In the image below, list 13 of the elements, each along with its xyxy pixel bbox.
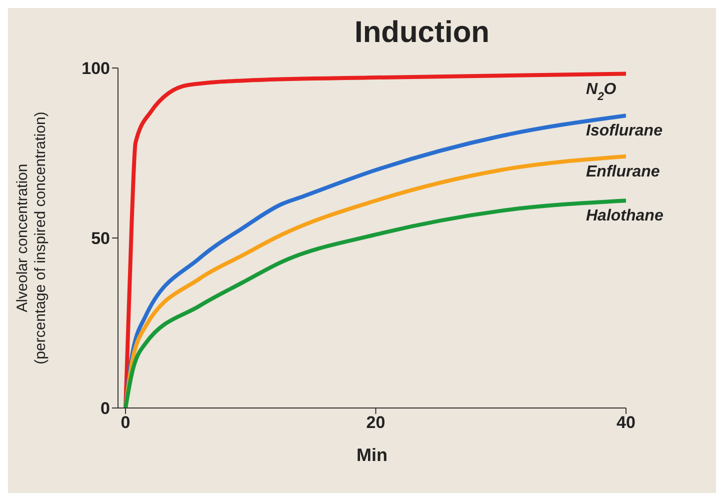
x-axis-title: Min xyxy=(356,445,388,465)
chart-title: Induction xyxy=(354,16,490,50)
y-tick-label: 0 xyxy=(100,399,110,418)
x-tick-label: 0 xyxy=(120,413,130,432)
x-tick-label: 20 xyxy=(366,413,386,432)
series-label: Halothane xyxy=(586,208,664,225)
y-axis-title: Alveolar concentration (percentage of inspired concentration) xyxy=(14,112,49,364)
y-tick-label: 100 xyxy=(82,59,110,78)
series-label: N$_{2}$O xyxy=(586,80,617,103)
series-label: Isoflurane xyxy=(586,122,663,140)
x-tick-label: 40 xyxy=(616,413,636,432)
series-label: Enflurane xyxy=(586,163,660,180)
y-tick-label: 50 xyxy=(91,229,110,248)
